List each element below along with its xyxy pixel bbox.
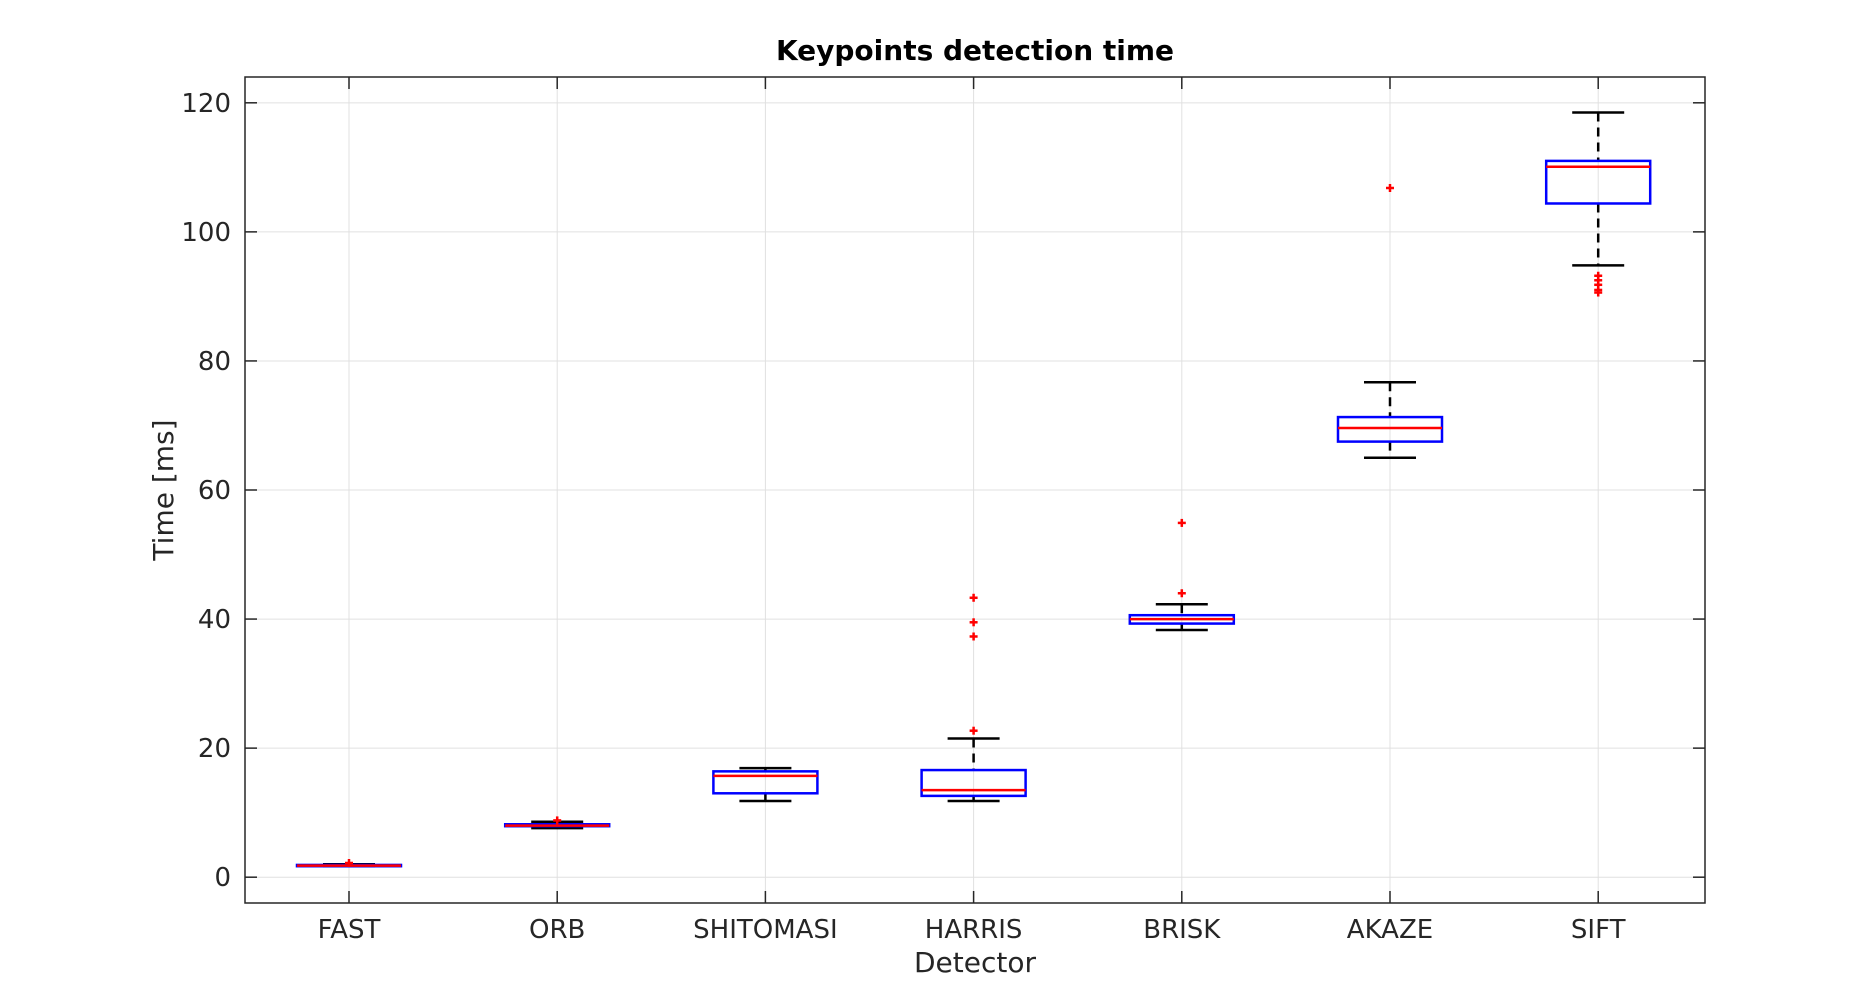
plot-area: [295, 111, 1652, 868]
y-axis-label: Time [ms]: [147, 419, 180, 561]
y-tick-label: 100: [181, 218, 231, 248]
outlier-point: [969, 726, 978, 735]
box-sift: [1544, 111, 1652, 297]
x-tick-label: AKAZE: [1347, 915, 1433, 945]
outlier-point: [969, 618, 978, 627]
iqr-box: [920, 768, 1027, 798]
x-tick-label: FAST: [318, 915, 381, 945]
outlier-point: [1177, 518, 1186, 527]
box-brisk: [1128, 518, 1236, 632]
outlier-point: [1386, 183, 1394, 192]
x-tick-label: SIFT: [1571, 915, 1626, 945]
iqr-box: [1336, 415, 1444, 443]
outlier-point: [553, 816, 562, 825]
x-tick-label: BRISK: [1143, 915, 1221, 945]
x-tick-label: HARRIS: [925, 915, 1023, 945]
box-akaze: [1336, 183, 1444, 459]
y-tick-label: 20: [198, 734, 231, 764]
y-tick-label: 80: [198, 347, 231, 377]
iqr-box: [712, 770, 819, 795]
grid-lines: [245, 77, 1705, 903]
outlier-point: [1594, 271, 1603, 280]
y-tick-label: 120: [181, 89, 231, 119]
chart-title: Keypoints detection time: [776, 34, 1174, 67]
box-fast: [295, 858, 403, 868]
iqr-box: [1544, 159, 1652, 205]
x-axis-ticks: FAST ORB SHITOMASI HARRIS BRISK AKAZE SIFT: [318, 77, 1626, 945]
x-tick-label: ORB: [529, 915, 585, 945]
y-tick-label: 40: [198, 605, 231, 635]
outlier-point: [969, 593, 978, 602]
y-axis-ticks: 0 20 40 60 80 100 120: [181, 89, 1705, 893]
x-axis-label: Detector: [914, 946, 1036, 979]
box-shitomasi: [712, 766, 819, 803]
y-tick-label: 0: [214, 863, 231, 893]
outlier-point: [345, 858, 353, 867]
x-tick-label: SHITOMASI: [693, 915, 837, 945]
box-harris: [920, 593, 1027, 803]
box-orb: [503, 816, 611, 830]
outlier-point: [1177, 589, 1186, 598]
y-tick-label: 60: [198, 476, 231, 506]
outlier-point: [969, 632, 978, 641]
